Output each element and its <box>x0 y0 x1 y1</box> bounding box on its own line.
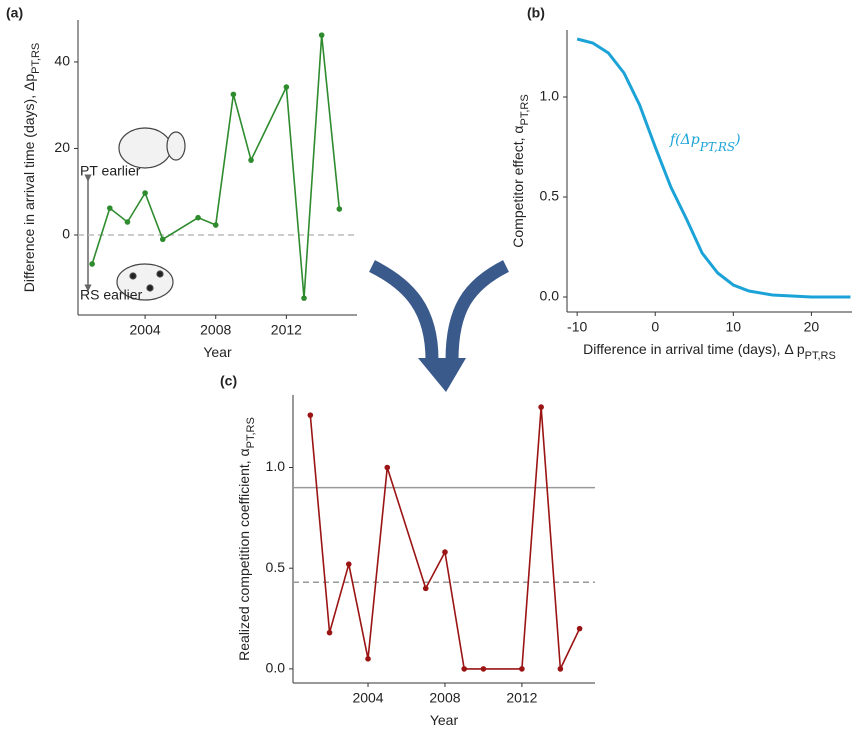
y-axis-title-sub: PT,RS <box>245 417 257 448</box>
y-axis-title: Competitor effect, αPT,RS <box>510 94 531 247</box>
x-tick-label: 0 <box>651 319 659 335</box>
data-point <box>326 629 333 636</box>
x-axis-title: Year <box>430 712 459 728</box>
data-point <box>384 464 391 471</box>
curve-label-main: f(Δp <box>669 132 700 148</box>
x-tick-label: 20 <box>804 319 820 335</box>
y-tick-label: 1.0 <box>540 88 560 104</box>
panel-label: (b) <box>527 5 545 21</box>
y-tick-label: 20 <box>54 139 70 155</box>
data-point <box>212 222 219 228</box>
x-axis-title-sub: PT,RS <box>805 350 836 362</box>
x-tick-label: 2004 <box>130 322 161 338</box>
curve-label-end: ) <box>734 132 740 148</box>
data-point <box>519 666 525 672</box>
x-tick-label: 2008 <box>429 690 460 706</box>
data-point <box>442 549 448 555</box>
x-axis-title-main: Difference in arrival time (days), Δ p <box>583 341 805 357</box>
x-tick-label: 2012 <box>271 322 302 338</box>
data-line <box>576 37 851 299</box>
y-axis-title: Difference in arrival time (days), ΔpPT,… <box>21 43 42 293</box>
data-point <box>461 666 467 672</box>
x-tick-label: 2012 <box>506 690 537 706</box>
x-axis-title: Year <box>203 344 232 360</box>
data-point <box>336 206 343 212</box>
x-tick-label: 2008 <box>200 322 231 338</box>
data-point <box>576 625 583 632</box>
data-point <box>345 561 352 567</box>
x-axis-title: Difference in arrival time (days), Δ pPT… <box>583 341 836 362</box>
y-axis-title-sub: PT,RS <box>30 43 42 74</box>
y-tick-label: 0.0 <box>266 660 286 676</box>
data-point <box>480 666 487 672</box>
x-axis-title-main: Year <box>203 344 232 360</box>
y-axis-title-main: Realized competition coefficient, α <box>236 448 252 661</box>
x-axis-title-main: Year <box>430 712 459 728</box>
y-tick-label: 0.0 <box>540 288 560 304</box>
x-tick-label: 10 <box>726 319 742 335</box>
curve-label-sub: PT,RS <box>699 140 735 154</box>
x-tick-label: -10 <box>567 319 587 335</box>
y-tick-label: 1.0 <box>266 458 286 474</box>
data-point <box>195 214 201 221</box>
data-point <box>124 219 131 225</box>
data-point <box>159 236 166 243</box>
y-axis-title: Realized competition coefficient, αPT,RS <box>236 417 257 661</box>
data-point <box>142 190 148 196</box>
y-tick-label: 0.5 <box>540 188 560 204</box>
y-axis-title-sub: PT,RS <box>519 94 531 125</box>
merge-arrows <box>369 260 509 361</box>
data-point <box>318 32 325 38</box>
annotation: RS earlier <box>80 287 143 303</box>
data-point <box>307 412 314 418</box>
data-point <box>538 404 544 410</box>
curve-label: f(ΔpPT,RS) <box>669 132 741 154</box>
data-point <box>89 261 95 267</box>
data-point <box>106 205 113 211</box>
panel-label: (c) <box>220 373 237 389</box>
data-point <box>365 656 371 662</box>
y-tick-label: 40 <box>54 53 70 69</box>
data-point <box>283 84 290 90</box>
annotation: PT earlier <box>80 163 141 179</box>
panel-label: (a) <box>6 5 23 21</box>
data-point <box>422 585 429 592</box>
data-point <box>301 295 307 301</box>
data-line <box>309 407 581 672</box>
arrow-head <box>418 358 466 392</box>
y-tick-label: 0 <box>62 226 70 242</box>
data-point <box>248 157 254 163</box>
y-axis-title-main: Competitor effect, α <box>510 125 526 247</box>
frog-illustration <box>116 127 186 301</box>
x-tick-label: 2004 <box>352 690 383 706</box>
data-point <box>557 666 564 672</box>
data-point <box>230 91 237 98</box>
y-tick-label: 0.5 <box>266 559 286 575</box>
y-axis-title-main: Difference in arrival time (days), Δp <box>21 74 37 293</box>
